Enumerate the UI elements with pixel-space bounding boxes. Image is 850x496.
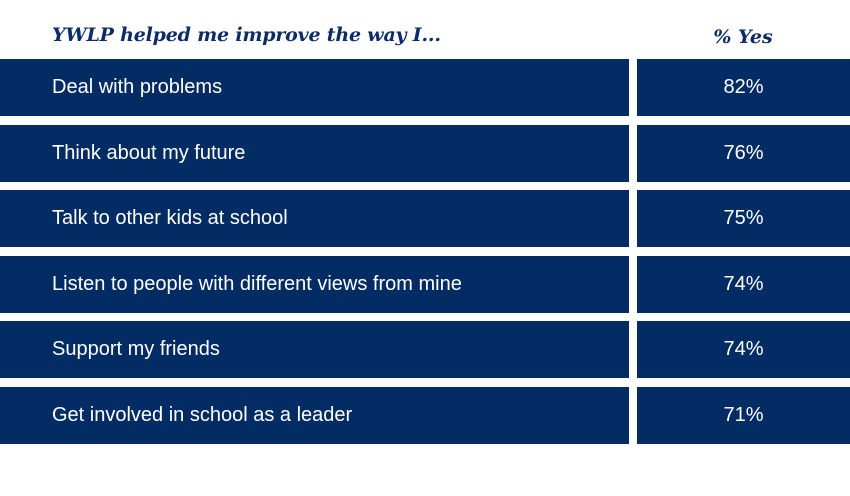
row-percent-value: 82% [637,59,850,116]
row-percent-value: 75% [637,190,850,247]
table-row: Think about my future 76% [0,125,850,182]
row-label: Support my friends [0,321,629,378]
row-label: Get involved in school as a leader [0,387,629,444]
row-percent-value: 76% [637,125,850,182]
row-label: Think about my future [0,125,629,182]
row-percent-value: 74% [637,321,850,378]
table-row: Get involved in school as a leader 71% [0,387,850,444]
column-header-percent-yes: % Yes [713,26,773,48]
row-label: Deal with problems [0,59,629,116]
table-header: YWLP helped me improve the way I... % Ye… [0,0,850,58]
row-percent-value: 71% [637,387,850,444]
table-row: Support my friends 74% [0,321,850,378]
row-label: Listen to people with different views fr… [0,256,629,313]
table-row: Talk to other kids at school 75% [0,190,850,247]
row-percent-value: 74% [637,256,850,313]
row-label: Talk to other kids at school [0,190,629,247]
table-row: Listen to people with different views fr… [0,256,850,313]
column-header-statement: YWLP helped me improve the way I... [52,24,441,46]
table-row: Deal with problems 82% [0,59,850,116]
